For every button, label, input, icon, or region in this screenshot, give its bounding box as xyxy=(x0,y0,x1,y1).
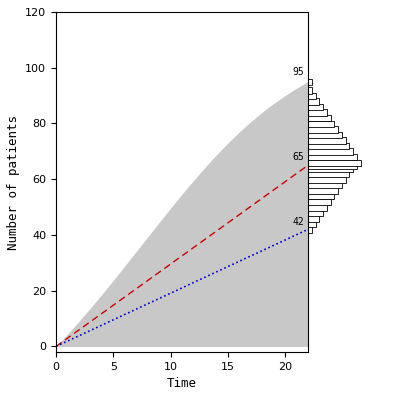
X-axis label: Time: Time xyxy=(167,377,197,390)
Bar xyxy=(308,120,334,127)
Text: 42: 42 xyxy=(293,216,304,226)
Bar xyxy=(308,110,327,116)
Bar xyxy=(308,143,349,149)
Bar xyxy=(308,160,360,166)
Y-axis label: Number of patients: Number of patients xyxy=(6,114,20,250)
Text: 65: 65 xyxy=(293,152,304,162)
Bar xyxy=(308,176,346,183)
Bar xyxy=(308,104,323,110)
Bar xyxy=(308,193,334,200)
Bar xyxy=(308,171,349,177)
Bar xyxy=(308,221,316,227)
Bar xyxy=(308,182,342,188)
Bar xyxy=(308,154,357,160)
Bar xyxy=(308,137,346,144)
Bar xyxy=(308,126,338,132)
Bar xyxy=(308,210,323,216)
Text: 95: 95 xyxy=(293,68,304,78)
Bar xyxy=(308,198,330,205)
Bar xyxy=(308,79,312,85)
Bar xyxy=(308,188,338,194)
Bar xyxy=(308,148,353,155)
Bar xyxy=(308,87,312,94)
Bar xyxy=(308,165,353,172)
Bar xyxy=(308,98,319,105)
Bar xyxy=(308,93,316,99)
Bar xyxy=(308,226,312,233)
Bar xyxy=(308,204,327,210)
Bar xyxy=(308,115,330,121)
Bar xyxy=(308,215,319,222)
Bar xyxy=(308,132,342,138)
Bar xyxy=(308,162,357,169)
